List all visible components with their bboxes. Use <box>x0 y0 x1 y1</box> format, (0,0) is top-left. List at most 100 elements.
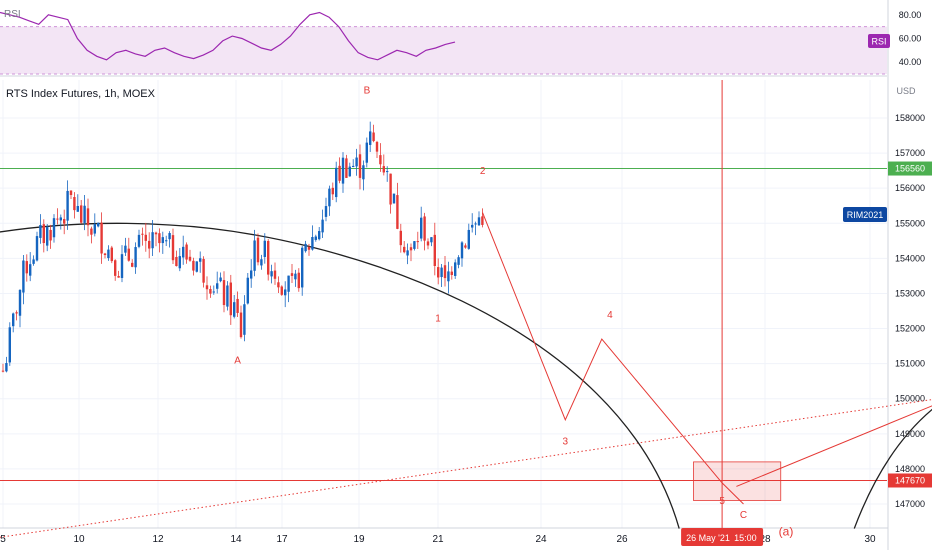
rsi-axis-label: 80.00 <box>899 10 922 20</box>
candle-body <box>236 298 239 313</box>
candle-body <box>83 205 86 223</box>
price-tick-label: 149000 <box>895 429 925 439</box>
candle-body <box>324 206 328 217</box>
candle-body <box>382 166 385 173</box>
candle-body <box>290 273 294 276</box>
wave-label: C <box>740 510 747 521</box>
trendline-solid <box>736 405 932 487</box>
candle-body <box>107 249 110 259</box>
time-tick-label: 10 <box>73 534 85 545</box>
trendline-dotted <box>0 399 932 538</box>
candle-body <box>5 363 8 372</box>
candle-body <box>8 327 11 363</box>
candle-body <box>59 217 62 221</box>
candle-body <box>471 224 474 228</box>
candle-body <box>110 247 113 262</box>
time-axis[interactable]: 5 10 12 14 17 19 21 24 26 28 30 <box>0 534 876 545</box>
candle-body <box>392 193 396 204</box>
svg-text:26 May '21: 26 May '21 <box>686 533 730 543</box>
candle-body <box>450 271 453 275</box>
time-tick-label: 26 <box>616 534 628 545</box>
candle-body <box>314 236 317 240</box>
candle-body <box>420 217 423 239</box>
candle-body <box>63 219 66 224</box>
candle-body <box>372 132 375 142</box>
candle-body <box>148 240 151 249</box>
candle-body <box>246 277 249 304</box>
rsi-badge: RSI <box>868 34 890 48</box>
time-tick-label: 5 <box>0 534 6 545</box>
wave-label: 4 <box>607 310 613 321</box>
candle-body <box>66 190 69 221</box>
price-tick-label: 147000 <box>895 499 925 509</box>
support-price-badge: 147670 <box>888 473 932 488</box>
projection-path <box>482 212 744 505</box>
candle-body <box>46 226 49 246</box>
candle-body <box>49 229 52 241</box>
candle-body <box>311 237 314 250</box>
rsi-axis-label: 60.00 <box>899 34 922 44</box>
price-tick-label: 154000 <box>895 253 925 263</box>
candle-body <box>100 222 103 254</box>
candle-body <box>403 246 406 253</box>
wave-label: 3 <box>563 436 569 447</box>
candle-body <box>42 224 45 244</box>
candle-body <box>457 257 460 265</box>
candle-body <box>56 218 59 220</box>
candle-body <box>154 232 158 235</box>
rsi-pane-label: RSI <box>4 9 21 20</box>
wave-projection[interactable] <box>482 212 782 505</box>
candle-body <box>76 205 79 212</box>
candle-body <box>307 247 311 250</box>
candle-body <box>117 276 120 278</box>
chart-title: RTS Index Futures, 1h, MOEX <box>6 88 156 100</box>
svg-text:15:00: 15:00 <box>734 533 757 543</box>
candle-body <box>175 256 178 267</box>
trendlines[interactable] <box>0 374 932 539</box>
candle-body <box>389 173 392 205</box>
candle-body <box>263 240 266 258</box>
svg-text:RSI: RSI <box>871 37 886 47</box>
candle-body <box>32 259 35 264</box>
candle-body <box>409 247 413 251</box>
candle-body <box>39 224 42 238</box>
price-tick-label: 156000 <box>895 183 925 193</box>
cycle-arc-right <box>853 408 932 529</box>
candle-body <box>69 190 73 196</box>
candle-body <box>120 254 124 278</box>
candle-body <box>93 224 96 234</box>
wave-label: B <box>364 85 371 96</box>
candle-body <box>426 241 430 246</box>
horizontal-levels[interactable] <box>0 168 887 481</box>
candle-body <box>379 155 382 165</box>
candle-body <box>365 142 368 163</box>
grid-lines <box>0 80 887 528</box>
candle-body <box>168 233 171 240</box>
currency-label: USD <box>896 86 916 96</box>
candle-body <box>318 231 321 240</box>
candle-body <box>52 218 56 238</box>
candle-body <box>151 232 154 249</box>
candlesticks <box>1 121 484 373</box>
candle-body <box>297 272 300 289</box>
candle-body <box>103 253 107 255</box>
candle-body <box>222 280 226 306</box>
candle-body <box>328 188 331 207</box>
price-tick-label: 158000 <box>895 113 925 123</box>
candle-body <box>423 216 426 241</box>
candle-body <box>229 282 232 316</box>
candle-body <box>144 234 147 241</box>
candle-body <box>260 259 263 266</box>
candle-body <box>161 237 164 244</box>
candle-body <box>474 223 477 225</box>
candle-body <box>481 216 484 225</box>
cycle-arc[interactable] <box>0 222 932 529</box>
wave-label: A <box>234 356 241 367</box>
candle-body <box>321 219 324 233</box>
candle-body <box>341 157 345 184</box>
symbol-badge: RIM2021 <box>843 207 887 222</box>
candle-body <box>158 233 161 244</box>
